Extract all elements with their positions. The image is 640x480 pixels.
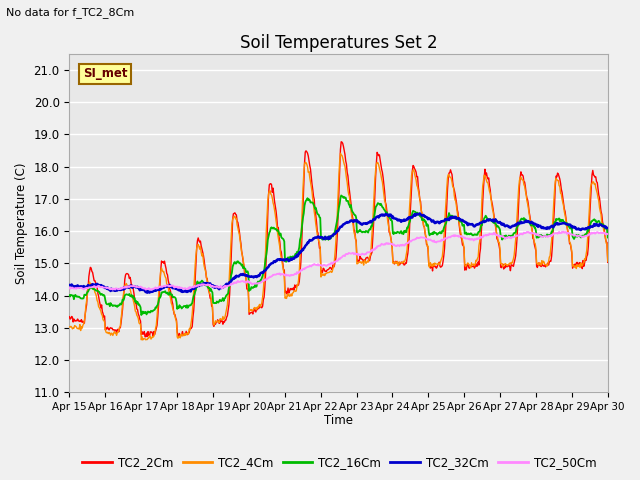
Y-axis label: Soil Temperature (C): Soil Temperature (C) <box>15 162 28 284</box>
X-axis label: Time: Time <box>324 414 353 427</box>
Legend: TC2_2Cm, TC2_4Cm, TC2_16Cm, TC2_32Cm, TC2_50Cm: TC2_2Cm, TC2_4Cm, TC2_16Cm, TC2_32Cm, TC… <box>77 452 601 474</box>
Text: No data for f_TC2_8Cm: No data for f_TC2_8Cm <box>6 7 134 18</box>
Title: Soil Temperatures Set 2: Soil Temperatures Set 2 <box>240 34 437 52</box>
Text: SI_met: SI_met <box>83 68 127 81</box>
